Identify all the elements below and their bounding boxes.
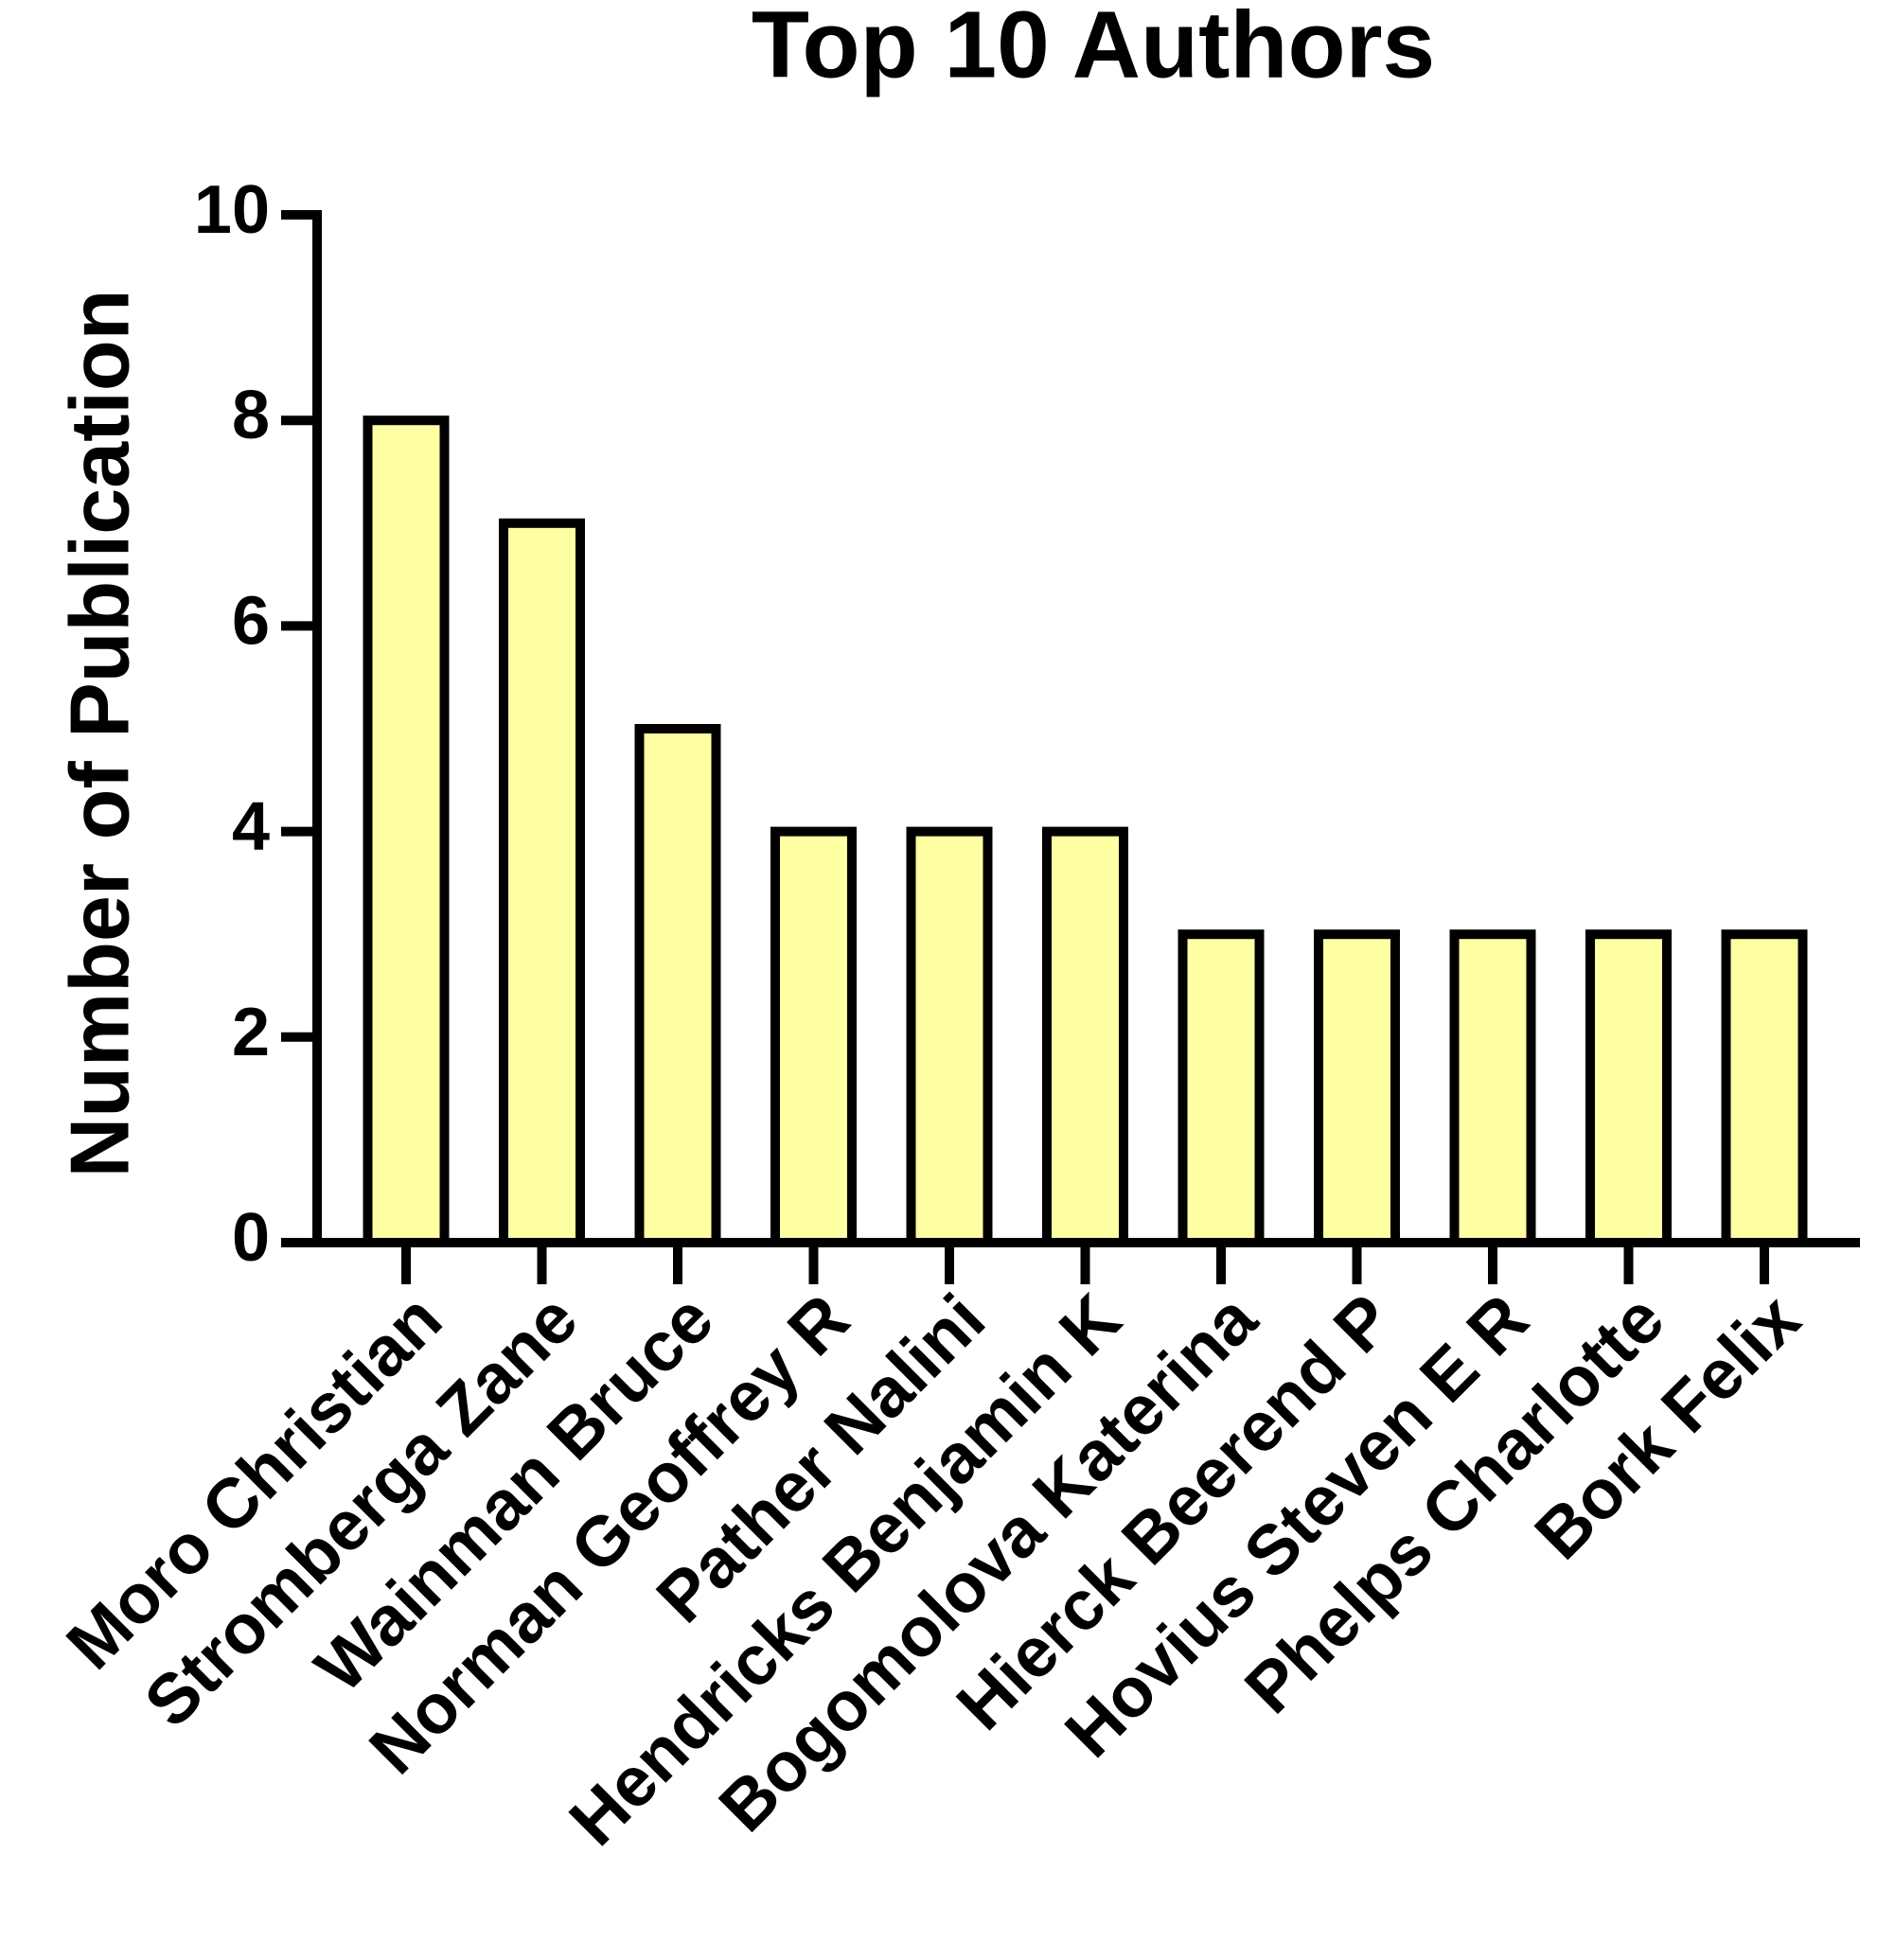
y-tick-label: 2 (232, 995, 270, 1070)
y-tick-label: 8 (232, 378, 270, 453)
bar (1178, 929, 1265, 1247)
bar (906, 826, 993, 1247)
bar (363, 415, 450, 1247)
bar (634, 724, 721, 1247)
bar (499, 518, 585, 1247)
chart-title: Top 10 Authors (752, 0, 1435, 97)
bar (1585, 929, 1672, 1247)
bar (1314, 929, 1400, 1247)
y-tick-label: 0 (232, 1200, 270, 1276)
y-tick-label: 4 (232, 789, 270, 865)
y-tick-label: 10 (194, 172, 270, 248)
y-axis-label: Number of Publication (52, 290, 146, 1178)
bar (770, 826, 857, 1247)
bar (1721, 929, 1808, 1247)
y-tick-label: 6 (232, 583, 270, 659)
bar (1042, 826, 1128, 1247)
bar (1449, 929, 1536, 1247)
